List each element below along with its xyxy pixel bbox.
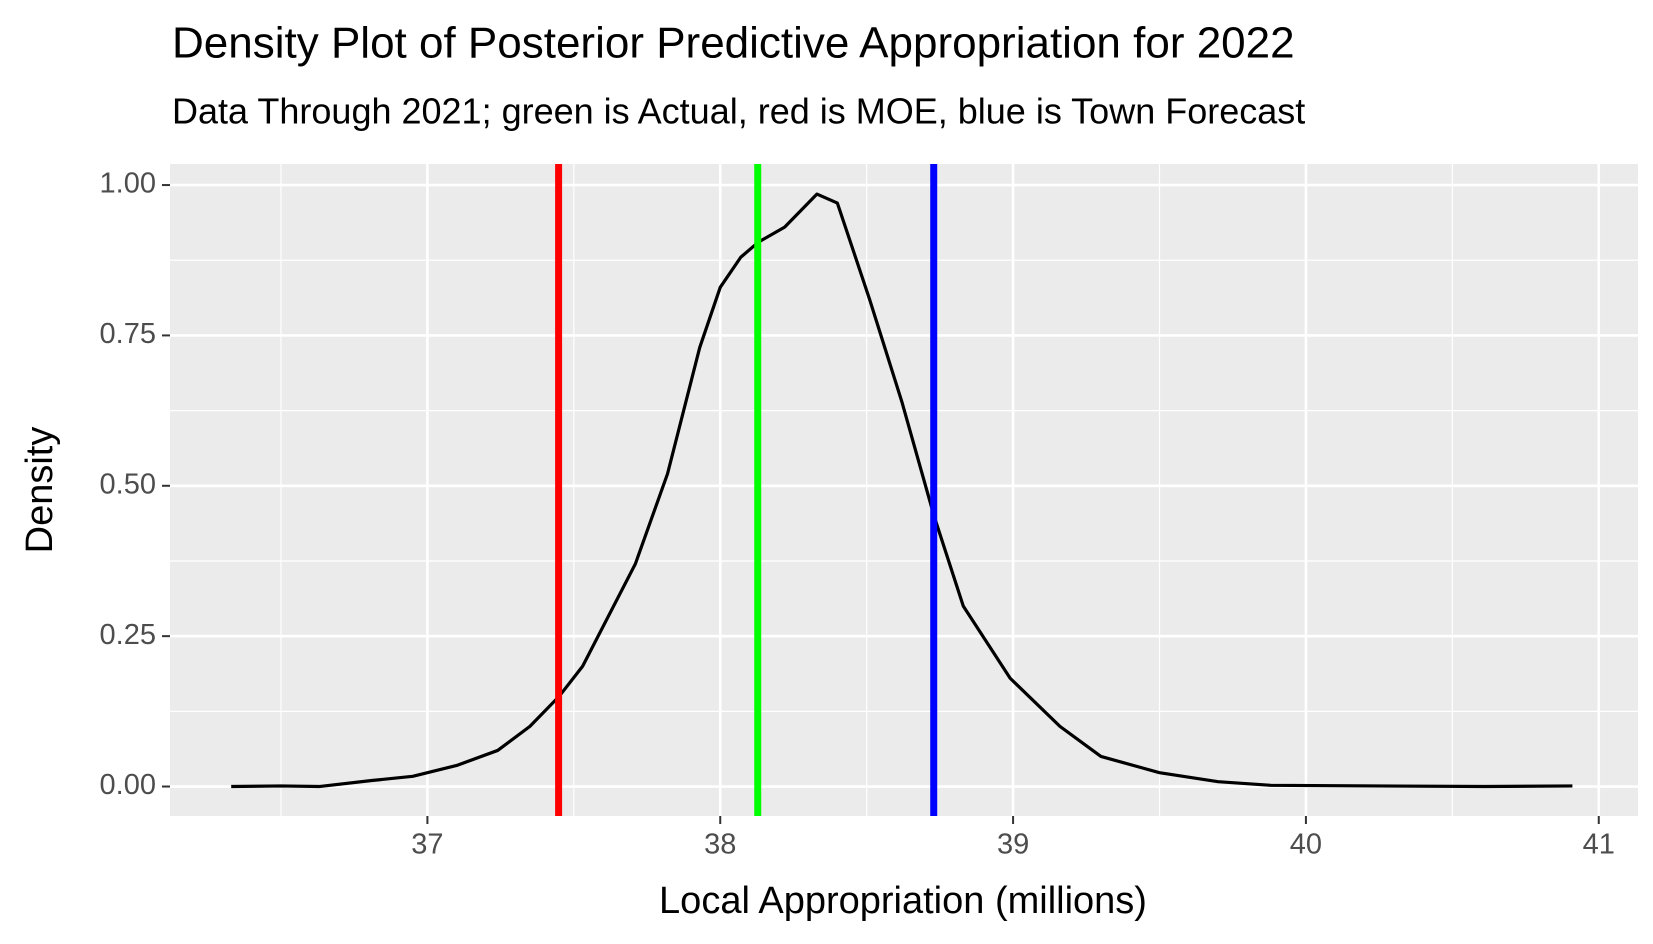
plot-panel: [170, 164, 1638, 816]
x-tick-label: 38: [704, 829, 736, 861]
x-tick-label: 40: [1290, 829, 1322, 861]
x-tick-label: 37: [411, 829, 443, 861]
y-tick-label: 0.25: [100, 619, 156, 651]
y-tick-label: 0.75: [100, 318, 156, 350]
x-tick-label: 41: [1583, 829, 1615, 861]
density-line: [231, 192, 1573, 789]
x-tick-label: 39: [997, 829, 1029, 861]
chart-title: Density Plot of Posterior Predictive App…: [172, 19, 1295, 68]
y-axis-label: Density: [19, 427, 61, 554]
y-tick-label: 0.00: [100, 769, 156, 801]
chart-subtitle: Data Through 2021; green is Actual, red …: [172, 91, 1305, 132]
y-tick-label: 0.50: [100, 468, 156, 500]
y-tick-label: 1.00: [100, 168, 156, 200]
x-axis-label: Local Appropriation (millions): [659, 880, 1147, 922]
